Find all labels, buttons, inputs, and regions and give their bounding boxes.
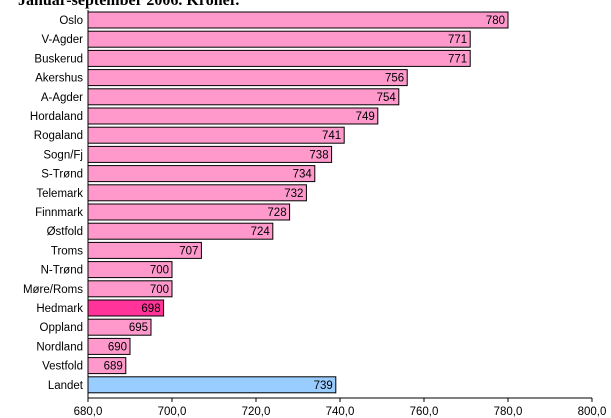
- value-label: 695: [129, 322, 148, 334]
- x-tick-label: 680,0: [74, 406, 103, 418]
- category-label: Oslo: [59, 15, 83, 27]
- value-label: 749: [356, 111, 375, 123]
- value-label: 728: [267, 207, 286, 219]
- category-label: S-Trønd: [41, 169, 83, 181]
- category-label: Troms: [51, 245, 83, 257]
- category-label: Østfold: [47, 226, 83, 238]
- bar-oslo: [87, 11, 509, 29]
- value-label: 707: [179, 245, 198, 257]
- value-label: 732: [284, 188, 303, 200]
- category-label: Landet: [48, 380, 84, 392]
- x-tick-label: 740,0: [326, 406, 355, 418]
- bar-landet: [87, 376, 337, 394]
- category-label: Vestfold: [42, 361, 83, 373]
- x-tick-label: 720,0: [242, 406, 271, 418]
- value-label: 689: [104, 361, 123, 373]
- value-label: 700: [150, 284, 169, 296]
- x-tick-label: 800,0: [578, 406, 607, 418]
- value-label: 771: [448, 53, 467, 65]
- value-label: 756: [385, 73, 404, 85]
- x-tick-label: 780,0: [494, 406, 523, 418]
- category-label: N-Trønd: [41, 265, 83, 277]
- value-label: 734: [293, 169, 313, 181]
- category-label: Sogn/Fj: [43, 149, 83, 161]
- category-label: A-Agder: [41, 92, 83, 104]
- category-label: Oppland: [40, 322, 83, 334]
- bar-v-agder: [87, 30, 471, 48]
- category-label: Hordaland: [30, 111, 83, 123]
- category-label: Hedmark: [36, 303, 83, 315]
- bar-finnmark: [87, 203, 291, 221]
- category-label: V-Agder: [41, 34, 83, 46]
- x-tick-label: 760,0: [410, 406, 439, 418]
- category-label: Rogaland: [34, 130, 83, 142]
- x-tick-label: 700,0: [158, 406, 187, 418]
- category-label: Telemark: [36, 188, 83, 200]
- bar-a-agder: [87, 88, 400, 106]
- bar-hordaland: [87, 107, 379, 125]
- bar-sogn-fj: [87, 145, 333, 163]
- bar-akershus: [87, 69, 408, 87]
- value-label: 700: [150, 265, 169, 277]
- bar-rogaland: [87, 126, 345, 144]
- category-label: Finnmark: [35, 207, 83, 219]
- bar-s-trønd: [87, 165, 316, 183]
- value-label: 690: [108, 341, 127, 353]
- value-label: 698: [141, 303, 160, 315]
- value-label: 739: [314, 380, 333, 392]
- value-label: 780: [486, 15, 505, 27]
- bar-østfold: [87, 222, 274, 240]
- category-label: Møre/Roms: [23, 284, 83, 296]
- value-label: 754: [377, 92, 397, 104]
- value-label: 738: [309, 149, 328, 161]
- value-label: 741: [322, 130, 341, 142]
- value-label: 724: [251, 226, 271, 238]
- bar-buskerud: [87, 49, 471, 67]
- value-label: 771: [448, 34, 467, 46]
- chart-title: Januar-september 2006. Kroner.: [18, 0, 240, 9]
- bar-telemark: [87, 184, 307, 202]
- category-label: Buskerud: [34, 53, 83, 65]
- category-label: Akershus: [35, 73, 83, 85]
- category-label: Nordland: [36, 341, 83, 353]
